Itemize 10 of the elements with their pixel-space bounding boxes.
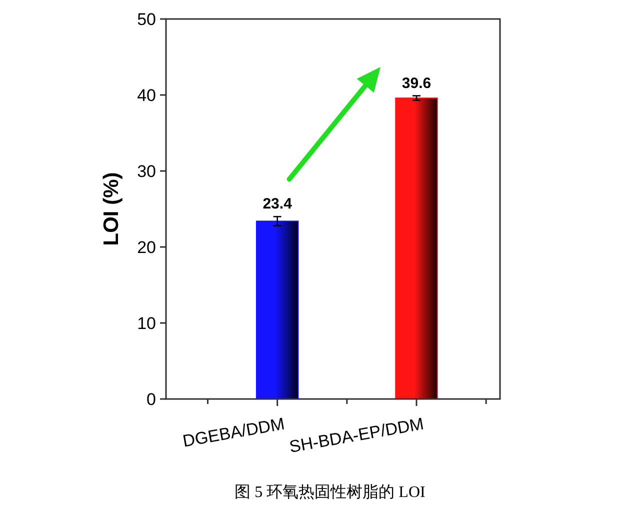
data-label: 23.4 bbox=[262, 196, 293, 213]
y-axis-title: LOI (%) bbox=[100, 172, 123, 246]
y-tick-label: 40 bbox=[137, 86, 156, 105]
y-tick-label: 50 bbox=[137, 10, 156, 29]
y-tick-label: 10 bbox=[137, 314, 156, 333]
y-tick-label: 0 bbox=[146, 390, 156, 409]
text: 图 5 环氧热固性树脂的 LOI bbox=[234, 483, 426, 501]
data-label: 39.6 bbox=[402, 74, 432, 92]
y-tick-label: 30 bbox=[137, 162, 156, 181]
y-tick-label: 20 bbox=[137, 238, 156, 257]
